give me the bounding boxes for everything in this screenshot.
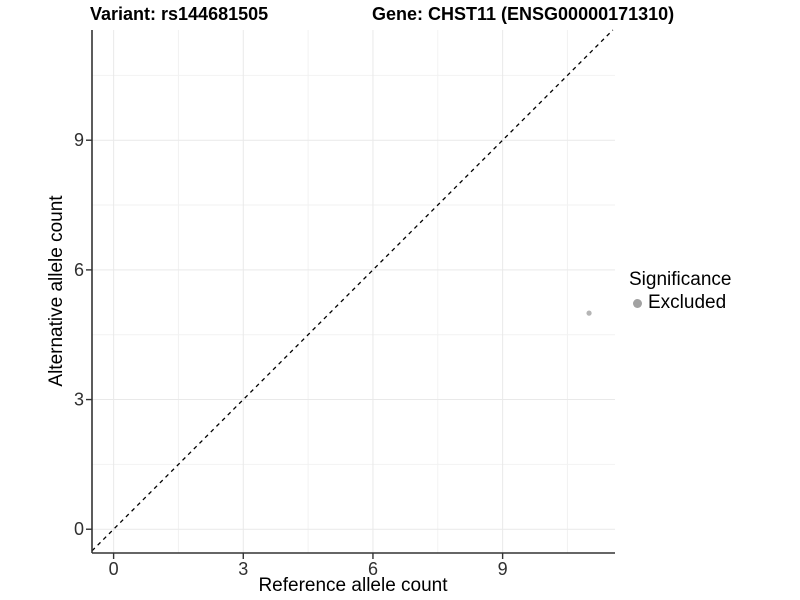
legend-title: Significance — [629, 269, 732, 290]
x-tick-label: 9 — [498, 559, 508, 579]
x-tick-label: 0 — [109, 559, 119, 579]
x-tick-label: 3 — [238, 559, 248, 579]
legend-entry-excluded: Excluded — [629, 292, 731, 314]
y-tick-label: 6 — [74, 260, 84, 280]
plot-title-gene: Gene: CHST11 (ENSG00000171310) — [372, 4, 675, 24]
x-axis-title: Reference allele count — [258, 575, 448, 596]
data-point — [586, 310, 592, 316]
identity-line — [91, 29, 614, 552]
legend-entry-label: Excluded — [648, 292, 727, 313]
legend-point-icon — [633, 298, 642, 308]
y-tick-label: 9 — [74, 130, 84, 150]
y-tick-label: 3 — [74, 390, 84, 410]
legend: Significance Excluded — [629, 268, 731, 314]
y-axis-title: Alternative allele count — [46, 195, 67, 387]
x-tick-label: 6 — [368, 559, 378, 579]
y-tick-label: 0 — [74, 519, 84, 539]
plot-title-variant: Variant: rs144681505 — [90, 4, 269, 24]
